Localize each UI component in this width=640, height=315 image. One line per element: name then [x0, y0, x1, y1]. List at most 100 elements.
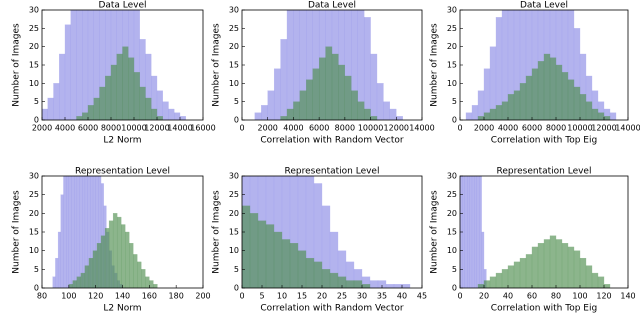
bar [313, 261, 323, 288]
y-tick-label: 0 [452, 116, 457, 125]
bar [507, 265, 515, 288]
bar [76, 276, 82, 288]
y-axis-label: Number of Images [430, 23, 440, 107]
x-tick-label: 180 [169, 292, 184, 301]
bar [156, 90, 163, 120]
y-tick-label: 5 [34, 97, 39, 106]
bar [513, 261, 521, 288]
y-tick-label: 20 [229, 209, 239, 218]
x-tick-label: 4000 [283, 124, 303, 133]
x-tick-label: 14000 [409, 124, 434, 133]
bar [141, 269, 146, 288]
bar [80, 272, 86, 288]
bar [357, 101, 365, 120]
bar [370, 53, 378, 120]
y-tick-label: 0 [234, 116, 239, 125]
bar [476, 176, 480, 288]
x-tick-label: 140 [115, 292, 130, 301]
y-tick-label: 15 [447, 228, 457, 237]
x-tick-label: 5 [259, 292, 264, 301]
x-tick-label: 40 [503, 292, 513, 301]
x-tick-label: 120 [88, 292, 103, 301]
bar [273, 68, 281, 120]
y-tick-label: 25 [229, 190, 239, 199]
x-tick-label: 0 [239, 124, 244, 133]
x-tick-label: 160 [142, 292, 157, 301]
y-tick-label: 25 [29, 190, 39, 199]
bar [579, 94, 587, 120]
bar [338, 64, 346, 120]
y-tick-label: 20 [447, 42, 457, 51]
bar [129, 243, 134, 288]
bar [543, 53, 551, 120]
bar [53, 83, 60, 120]
bar [597, 276, 605, 288]
bar [567, 79, 575, 120]
bar [242, 205, 251, 288]
bar [84, 265, 90, 288]
bar [63, 176, 67, 288]
x-axis-label: Correlation with Random Vector [260, 136, 404, 146]
bar [507, 94, 515, 120]
bar [156, 116, 163, 120]
bar [549, 57, 557, 120]
bar [483, 269, 487, 288]
x-tick-label: 14000 [167, 124, 192, 133]
y-tick-label: 5 [34, 265, 39, 274]
bar [603, 284, 611, 288]
bar [331, 53, 339, 120]
bar [383, 101, 391, 120]
bar [501, 101, 509, 120]
bar [70, 10, 77, 120]
x-axis-label: Correlation with Random Vector [260, 304, 404, 314]
y-tick-label: 20 [229, 42, 239, 51]
bar [495, 272, 503, 288]
bar [82, 112, 89, 120]
y-tick-label: 10 [29, 79, 39, 88]
bar [477, 284, 485, 288]
x-tick-label: 8000 [101, 124, 121, 133]
y-tick-label: 10 [229, 246, 239, 255]
bar [543, 239, 551, 288]
bar [254, 112, 262, 120]
x-tick-label: 2000 [32, 124, 52, 133]
x-tick-label: 20 [317, 292, 327, 301]
bar [471, 105, 479, 120]
bar [125, 231, 130, 288]
y-tick-label: 30 [229, 6, 239, 15]
x-axis-label: L2 Norm [103, 304, 141, 314]
bar [87, 105, 94, 120]
bar [579, 257, 587, 288]
x-tick-label: 2000 [474, 124, 494, 133]
bar [525, 254, 533, 288]
plot-area [52, 176, 158, 288]
bar [87, 10, 94, 120]
bar [122, 46, 129, 120]
bar [561, 243, 569, 288]
bar [168, 108, 175, 120]
bar [121, 224, 126, 288]
bar [145, 276, 150, 288]
y-tick-label: 0 [234, 284, 239, 293]
bar [361, 284, 371, 288]
bar [42, 108, 48, 120]
bar [149, 280, 154, 288]
bar [116, 216, 122, 288]
bar [495, 105, 503, 120]
bar [344, 75, 352, 120]
bar [112, 213, 118, 288]
bar [483, 112, 491, 120]
bar [280, 116, 288, 120]
y-tick-label: 30 [229, 172, 239, 181]
y-tick-label: 5 [234, 265, 239, 274]
y-tick-label: 10 [447, 246, 457, 255]
x-tick-label: 45 [417, 292, 427, 301]
x-tick-label: 80 [551, 292, 561, 301]
x-tick-label: 80 [37, 292, 47, 301]
plot-area [242, 176, 411, 288]
bar [585, 265, 593, 288]
chart-title: Representation Level [75, 167, 170, 177]
y-tick-label: 10 [229, 79, 239, 88]
bar [265, 224, 275, 288]
bar [64, 24, 71, 120]
